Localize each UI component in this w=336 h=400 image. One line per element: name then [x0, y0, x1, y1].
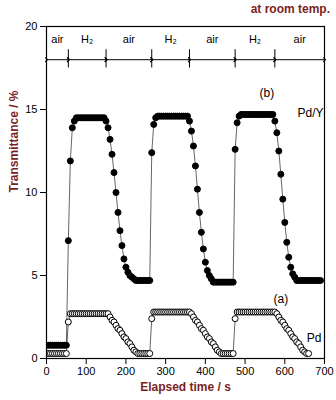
svg-text:air: air	[206, 33, 219, 45]
svg-text:15: 15	[25, 103, 37, 115]
svg-text:air: air	[123, 33, 136, 45]
svg-text:10: 10	[25, 186, 37, 198]
svg-text:100: 100	[77, 365, 95, 377]
svg-text:Elapsed time / s: Elapsed time / s	[140, 380, 231, 394]
svg-text:H₂: H₂	[81, 33, 93, 45]
svg-text:600: 600	[276, 365, 294, 377]
svg-text:Transmittance / %: Transmittance / %	[7, 90, 21, 192]
svg-text:0: 0	[43, 365, 49, 377]
svg-text:air: air	[294, 33, 307, 45]
svg-text:20: 20	[25, 20, 37, 32]
svg-text:200: 200	[117, 365, 135, 377]
svg-text:(b): (b)	[260, 86, 275, 100]
svg-text:air: air	[51, 33, 64, 45]
svg-text:700: 700	[315, 365, 333, 377]
html-text:at room temp.: at room temp.	[250, 2, 330, 16]
svg-text:Pd: Pd	[307, 331, 322, 345]
svg-text:500: 500	[236, 365, 254, 377]
svg-text:H₂: H₂	[249, 33, 261, 45]
svg-text:300: 300	[156, 365, 174, 377]
svg-text:5: 5	[31, 269, 37, 281]
svg-text:Pd/Y: Pd/Y	[297, 106, 323, 120]
svg-text:(a): (a)	[273, 292, 288, 306]
svg-text:H₂: H₂	[164, 33, 176, 45]
svg-text:400: 400	[196, 365, 214, 377]
svg-text:0: 0	[31, 352, 37, 364]
